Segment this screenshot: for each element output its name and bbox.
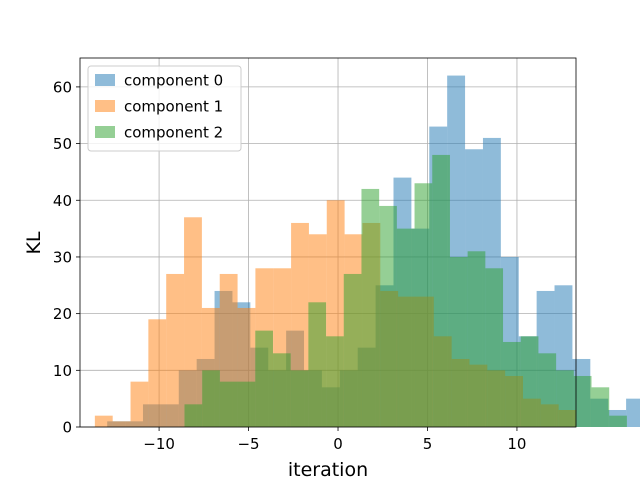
y-axis-ticks: 0 10 20 30 40 50 60 (53, 78, 80, 437)
legend-swatch (95, 74, 115, 86)
y-tick-label: 20 (53, 305, 72, 323)
y-tick-label: 40 (53, 192, 72, 210)
histogram-bar (130, 381, 149, 427)
histogram-bar (272, 353, 291, 427)
histogram-bar (184, 404, 203, 427)
histogram-bar (538, 353, 557, 427)
y-tick-label: 50 (53, 135, 72, 153)
histogram-bar (361, 188, 380, 427)
histogram-bar (112, 421, 131, 427)
histogram-bar (237, 381, 256, 427)
histogram-bar (485, 268, 504, 427)
x-tick-label: 5 (423, 435, 433, 453)
histogram-bar (520, 336, 539, 427)
histogram-bar (396, 228, 415, 427)
y-axis-label: KL (23, 231, 45, 254)
histogram-bar (379, 205, 397, 427)
legend-label: component 0 (124, 72, 223, 90)
histogram-bar (626, 398, 640, 427)
histogram-bar (609, 415, 627, 427)
histogram-bar (184, 217, 202, 427)
histogram-bar (148, 319, 167, 427)
histogram-bar (94, 415, 113, 427)
bars (94, 75, 640, 428)
x-tick-label: −5 (237, 435, 259, 453)
legend-label: component 1 (124, 98, 223, 116)
histogram-bar (503, 341, 521, 427)
x-tick-label: 10 (507, 435, 526, 453)
histogram-bar (290, 370, 309, 427)
histogram-bar (449, 256, 468, 427)
legend-swatch (95, 100, 115, 112)
histogram-bar (467, 251, 486, 427)
x-tick-label: 0 (333, 435, 343, 453)
legend: component 0 component 1 component 2 (87, 65, 242, 152)
legend-swatch (95, 126, 115, 138)
x-axis-label: iteration (288, 459, 368, 480)
histogram-bar (166, 273, 185, 427)
histogram-bar (343, 273, 362, 427)
histogram-bar (432, 154, 450, 427)
y-tick-label: 60 (53, 78, 72, 96)
y-tick-label: 30 (53, 248, 72, 266)
legend-label: component 2 (124, 124, 223, 142)
x-tick-label: −10 (143, 435, 175, 453)
y-tick-label: 0 (62, 419, 72, 437)
histogram-bar (591, 387, 610, 427)
histogram-bar (414, 183, 433, 427)
y-tick-label: 10 (53, 362, 72, 380)
legend-box (87, 65, 242, 152)
histogram-bar (308, 302, 327, 427)
histogram-bar (202, 370, 220, 427)
series-2-bars (184, 154, 627, 427)
histogram-bar (326, 336, 344, 427)
histogram-bar (573, 375, 592, 427)
plot-frame (79, 57, 577, 428)
histogram-bar (219, 381, 238, 427)
histogram-bar (556, 370, 574, 427)
histogram-bar (255, 330, 273, 427)
x-axis-ticks: −10 −5 0 5 10 (143, 427, 526, 453)
